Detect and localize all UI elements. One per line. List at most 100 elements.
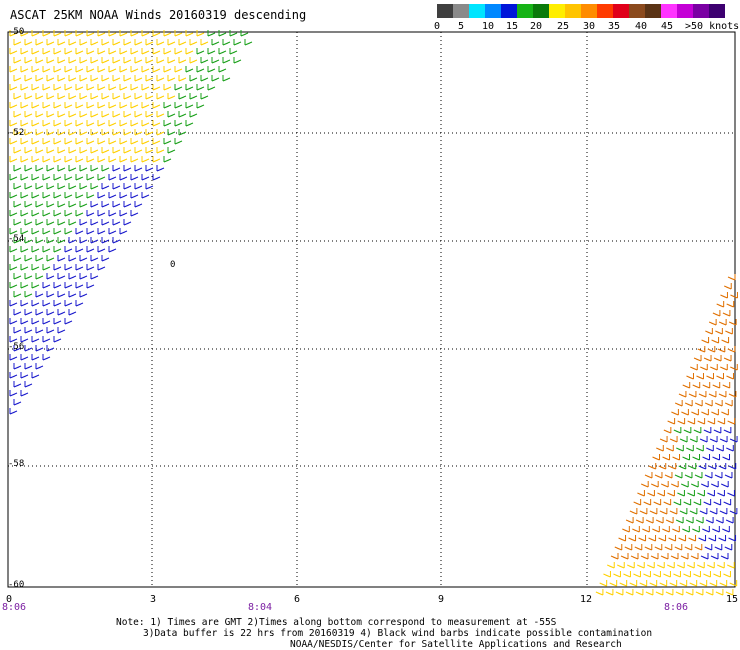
- wind-barb: [628, 535, 637, 542]
- wind-barb: [13, 309, 22, 316]
- wind-barb: [35, 201, 44, 208]
- wind-barb: [196, 66, 205, 73]
- wind-barb: [90, 75, 99, 82]
- color-scale-label: 0: [434, 21, 441, 32]
- wind-barb: [167, 39, 176, 46]
- wind-barb: [90, 165, 99, 172]
- wind-barb: [101, 75, 110, 82]
- wind-barb: [640, 553, 649, 560]
- wind-barb: [46, 291, 55, 298]
- wind-barb: [145, 129, 154, 136]
- wind-barb: [725, 589, 734, 596]
- wind-barb: [625, 589, 634, 596]
- wind-barb: [79, 75, 88, 82]
- wind-barb: [663, 499, 672, 506]
- wind-barb: [130, 210, 139, 217]
- wind-barb: [64, 84, 73, 91]
- wind-barb: [46, 57, 55, 64]
- wind-barb: [35, 363, 44, 370]
- wind-barb: [706, 445, 714, 452]
- wind-barb: [57, 255, 66, 262]
- wind-barb: [31, 300, 40, 307]
- wind-barb: [46, 183, 55, 190]
- wind-barb: [101, 111, 110, 118]
- wind-barb: [97, 84, 106, 91]
- wind-barb: [24, 111, 33, 118]
- wind-barb: [101, 39, 110, 46]
- wind-barb: [86, 246, 95, 253]
- wind-barb: [703, 427, 712, 434]
- wind-barb: [57, 237, 66, 244]
- wind-barb: [75, 210, 84, 217]
- wind-barb: [707, 490, 715, 497]
- wind-barb: [676, 445, 684, 452]
- wind-barb: [68, 147, 77, 154]
- wind-barb: [152, 84, 161, 91]
- wind-barb: [75, 246, 84, 253]
- lon-label-6: 6: [294, 594, 301, 605]
- wind-barb: [174, 120, 183, 127]
- note-line-1: Note: 1) Times are GMT 2)Times along bot…: [116, 617, 557, 628]
- wind-barb: [723, 499, 732, 506]
- wind-barb: [599, 580, 608, 587]
- wind-barb: [42, 282, 51, 289]
- wind-barb: [244, 39, 253, 46]
- wind-barb: [620, 553, 629, 560]
- wind-barb: [660, 481, 669, 488]
- note-line-2: 3)Data buffer is 22 hrs from 20160319 4)…: [143, 628, 653, 639]
- wind-barb: [31, 282, 40, 289]
- wind-barb: [200, 57, 209, 64]
- wind-barb: [90, 147, 99, 154]
- color-scale-label: >50 knots: [685, 21, 740, 32]
- wind-barb: [90, 237, 99, 244]
- wind-barb: [79, 201, 88, 208]
- wind-barb: [57, 111, 66, 118]
- wind-barb: [42, 192, 51, 199]
- wind-barb: [196, 30, 205, 37]
- wind-barb: [185, 102, 194, 109]
- wind-barb: [9, 336, 18, 343]
- wind-barb: [699, 580, 708, 587]
- wind-barb: [725, 517, 734, 524]
- color-scale-label: 30: [583, 21, 596, 32]
- wind-barb: [174, 138, 183, 145]
- lat-label-50: -50: [8, 27, 25, 37]
- wind-barb: [635, 589, 644, 596]
- wind-barb: [134, 75, 143, 82]
- wind-barb: [20, 336, 29, 343]
- wind-barb: [667, 418, 676, 425]
- wind-barb: [700, 364, 708, 371]
- wind-barb: [112, 111, 121, 118]
- wind-barb: [650, 481, 659, 488]
- color-scale-swatch: [693, 4, 709, 18]
- wind-barb: [53, 102, 62, 109]
- wind-barb: [722, 454, 731, 461]
- wind-barb: [655, 517, 664, 524]
- wind-barb: [20, 102, 29, 109]
- wind-barb: [723, 571, 731, 578]
- wind-barb: [697, 418, 706, 425]
- wind-barb: [713, 499, 722, 506]
- wind-barb: [167, 57, 176, 64]
- wind-barb: [690, 553, 699, 560]
- contour-label: 0: [170, 260, 175, 270]
- wind-barb: [610, 553, 619, 560]
- wind-barb: [86, 120, 95, 127]
- lat-lon-grid: [8, 32, 735, 587]
- wind-barb: [141, 174, 150, 181]
- wind-barb: [97, 138, 106, 145]
- wind-barb: [130, 192, 139, 199]
- wind-barb: [704, 544, 713, 551]
- wind-barb: [669, 580, 678, 587]
- wind-barb: [68, 111, 77, 118]
- wind-barb: [657, 562, 665, 569]
- wind-barb: [695, 517, 704, 524]
- wind-barb: [79, 219, 88, 226]
- wind-barb: [687, 418, 696, 425]
- wind-barb: [20, 156, 29, 163]
- wind-barb: [682, 382, 691, 389]
- wind-barb: [64, 156, 73, 163]
- wind-barb: [708, 319, 717, 326]
- wind-barb: [9, 30, 18, 37]
- wind-barb: [657, 490, 665, 497]
